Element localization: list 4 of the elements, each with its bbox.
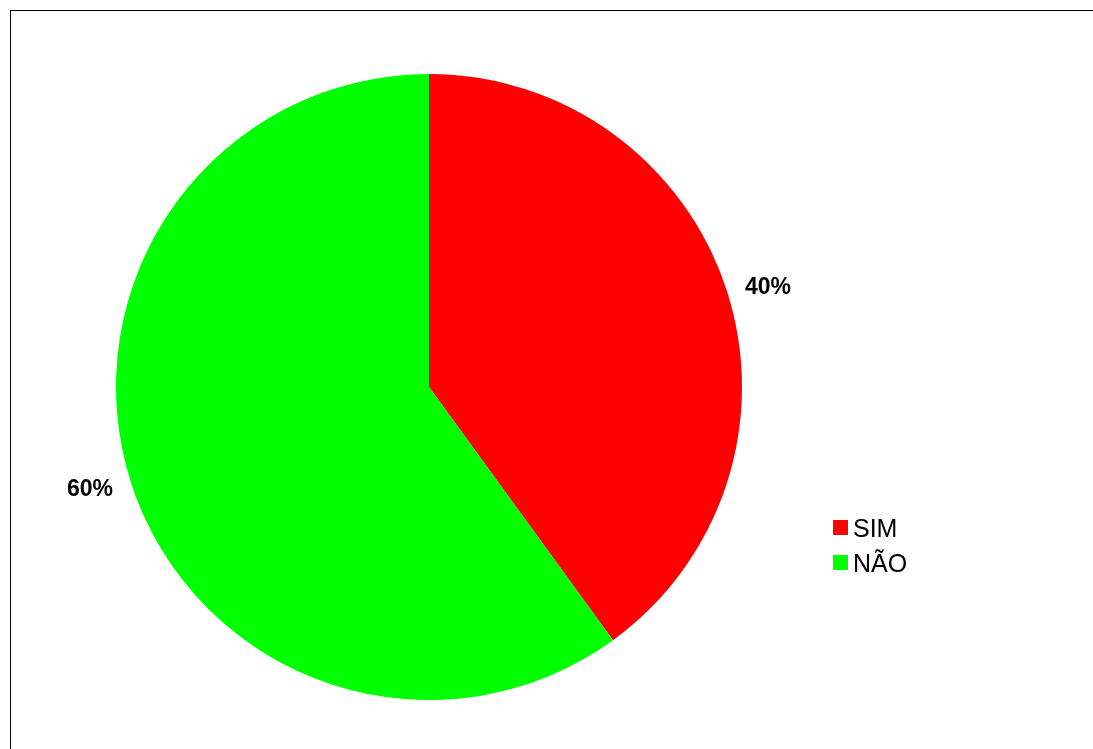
legend-label: SIM	[853, 513, 898, 542]
legend-label: NÃO	[853, 548, 908, 577]
data-label: 60%	[66, 475, 113, 502]
data-label: 40%	[745, 272, 792, 299]
